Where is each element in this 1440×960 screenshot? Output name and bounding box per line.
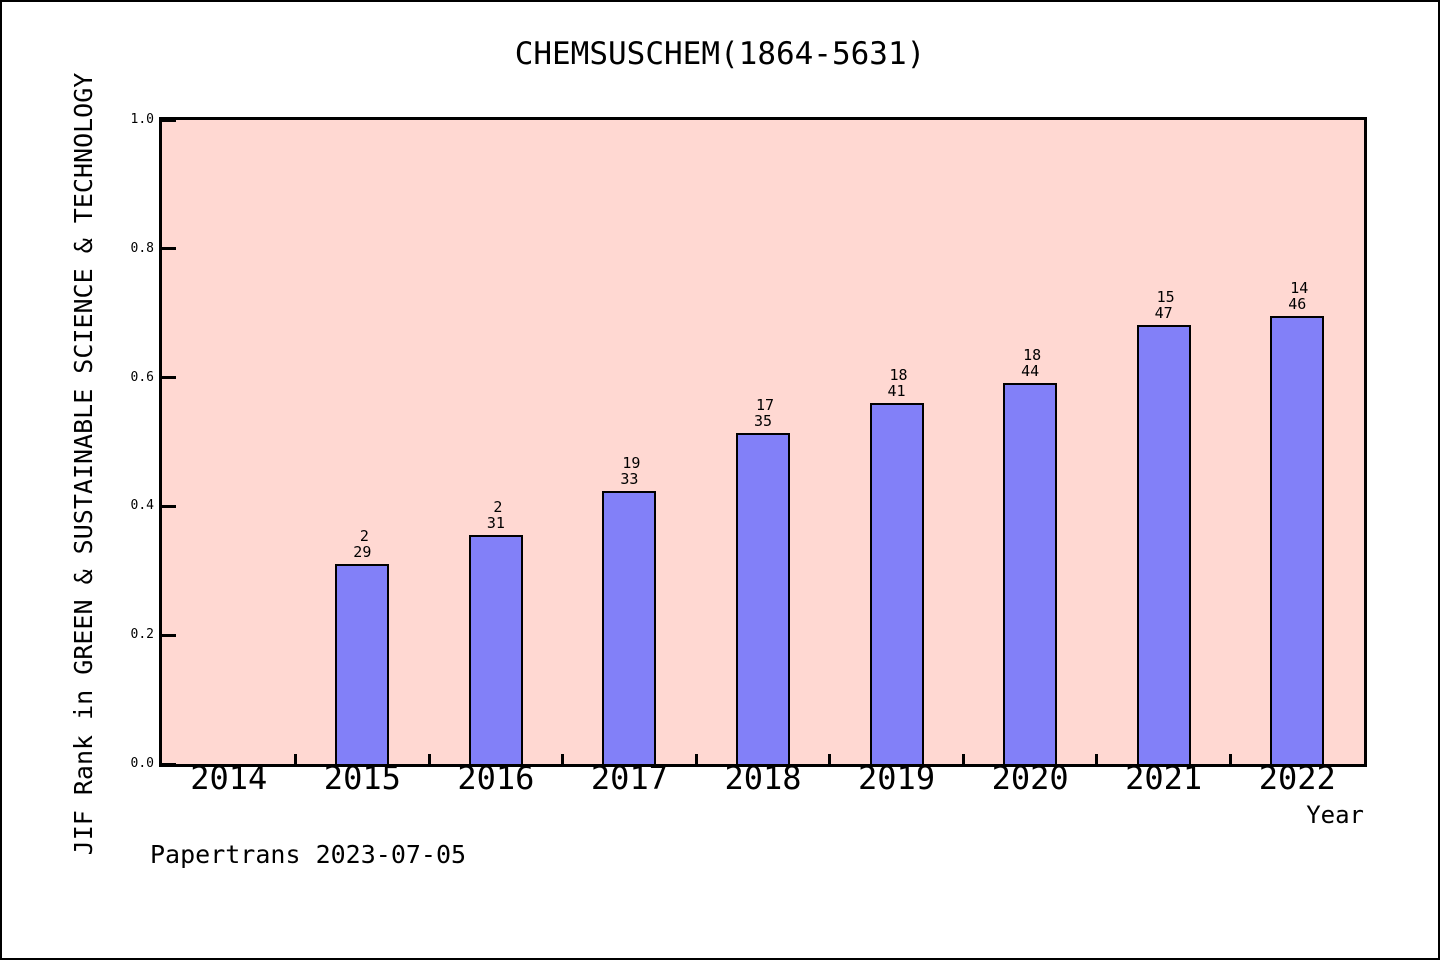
y-tick-mark (162, 247, 176, 251)
x-category-label: 2016 (457, 759, 535, 797)
x-category-label: 2017 (590, 759, 668, 797)
y-tick-label: 0.2 (130, 627, 154, 643)
y-axis-label: JIF Rank in GREEN & SUSTAINABLE SCIENCE … (69, 72, 98, 856)
bar-label-rank: 19 (622, 453, 641, 472)
bar-label-rank: 17 (755, 395, 775, 414)
y-tick-label: 0.8 (130, 240, 154, 256)
x-category-label: 2019 (858, 759, 936, 797)
bar-label-rank: 2 (359, 527, 369, 546)
bar-2020 (1003, 383, 1058, 764)
y-tick-label: 0.6 (130, 369, 154, 385)
y-tick-label: 1.0 (130, 112, 154, 127)
x-boundary-tick (561, 754, 565, 764)
y-tick-label: 0.0 (130, 756, 154, 771)
x-boundary-tick (694, 754, 698, 764)
bar-label-2022: 14 46 (1230, 280, 1364, 312)
x-boundary-tick (961, 754, 965, 764)
y-tick-mark (162, 376, 176, 380)
bar-label-total: 33 (620, 469, 639, 488)
plot-area: 2 29 2 31 19 33 17 35 18 41 18 44 15 47 14 46 (159, 117, 1367, 767)
bar-label-total: 29 (353, 543, 372, 562)
x-category-label: 2014 (190, 759, 268, 797)
x-category-label: 2022 (1258, 759, 1336, 797)
bar-label-rank: 2 (493, 498, 503, 517)
chart-title: CHEMSUSCHEM(1864-5631) (514, 36, 926, 72)
y-tick-mark (162, 633, 176, 637)
bar-2019 (869, 402, 924, 764)
x-category-label: 2018 (724, 759, 802, 797)
x-boundary-tick (1095, 754, 1099, 764)
x-boundary-tick (427, 754, 431, 764)
bar-label-rank: 15 (1156, 288, 1175, 307)
bar-2022 (1270, 315, 1325, 764)
x-boundary-tick (828, 754, 832, 764)
bar-2016 (468, 535, 523, 764)
bar-label-2015: 2 29 (295, 528, 429, 560)
x-boundary-tick (294, 754, 298, 764)
bar-label-2016: 2 31 (429, 499, 563, 531)
bar-label-2018: 17 35 (696, 397, 830, 429)
bar-label-total: 46 (1288, 294, 1307, 313)
bar-label-total: 41 (887, 381, 906, 400)
bar-label-rank: 18 (1023, 346, 1042, 365)
bar-2018 (736, 432, 790, 764)
watermark-credit: Papertrans 2023-07-05 (150, 840, 467, 869)
bar-label-total: 31 (486, 514, 505, 533)
x-boundary-tick (1228, 754, 1232, 764)
x-category-label: 2020 (991, 759, 1069, 797)
y-tick-label: 0.4 (130, 498, 154, 514)
y-tick-mark (162, 762, 176, 766)
x-category-label: 2021 (1125, 759, 1203, 797)
y-tick-mark (162, 504, 176, 508)
y-tick-mark (162, 118, 176, 122)
bar-label-total: 47 (1154, 304, 1173, 323)
bar-label-2017: 19 33 (562, 455, 696, 487)
bar-label-2020: 18 44 (963, 347, 1097, 379)
x-axis-label: Year (1306, 801, 1364, 829)
bar-2021 (1136, 325, 1191, 764)
bar-label-total: 44 (1021, 362, 1040, 381)
bar-label-rank: 14 (1290, 278, 1309, 297)
x-category-label: 2015 (323, 759, 401, 797)
bar-2017 (602, 490, 657, 764)
bar-label-2021: 15 47 (1097, 289, 1231, 321)
bar-label-2019: 18 41 (830, 367, 964, 399)
bar-label-rank: 18 (889, 365, 908, 384)
bar-2015 (335, 564, 390, 764)
bar-label-total: 35 (753, 411, 773, 430)
